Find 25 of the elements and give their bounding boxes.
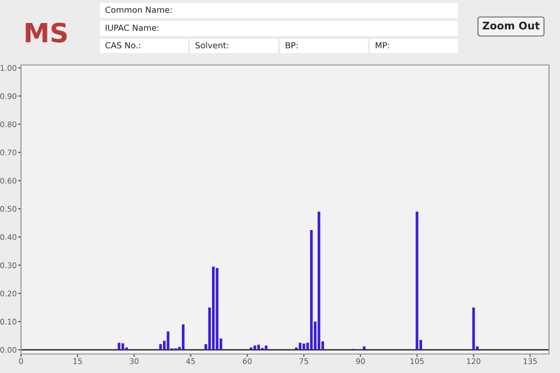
bar — [122, 343, 124, 350]
bar — [310, 230, 313, 350]
bar — [166, 331, 170, 350]
bar — [254, 346, 256, 350]
text: IUPAC Name: — [106, 24, 158, 31]
bar — [212, 266, 215, 350]
bar — [318, 212, 320, 350]
bar — [298, 342, 302, 350]
bar — [302, 344, 306, 350]
text: Solvent: — [196, 42, 228, 48]
text: MP: — [376, 42, 390, 48]
bar — [257, 344, 260, 350]
text: Zoom Out — [482, 22, 540, 30]
text: Common Name: — [105, 6, 172, 13]
text: BP: — [286, 42, 298, 48]
bar — [159, 344, 162, 350]
bar — [264, 346, 268, 350]
bar — [362, 346, 366, 350]
bar — [118, 342, 120, 350]
bar — [416, 212, 418, 350]
bar — [216, 268, 218, 350]
bar — [182, 324, 184, 350]
chart-title: MS — [26, 22, 67, 43]
bar — [472, 307, 475, 350]
text: CAS No.: — [105, 42, 140, 48]
